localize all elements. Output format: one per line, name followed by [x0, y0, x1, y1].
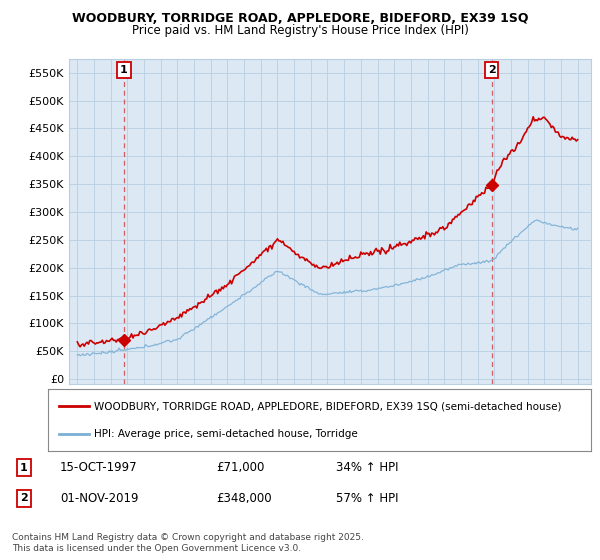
Text: 2: 2 — [488, 65, 496, 75]
Text: HPI: Average price, semi-detached house, Torridge: HPI: Average price, semi-detached house,… — [94, 428, 358, 438]
Text: WOODBURY, TORRIDGE ROAD, APPLEDORE, BIDEFORD, EX39 1SQ: WOODBURY, TORRIDGE ROAD, APPLEDORE, BIDE… — [72, 12, 528, 25]
Text: 2: 2 — [20, 493, 28, 503]
Text: £348,000: £348,000 — [216, 492, 272, 505]
Text: 1: 1 — [20, 463, 28, 473]
Text: 1: 1 — [120, 65, 128, 75]
Text: 01-NOV-2019: 01-NOV-2019 — [60, 492, 139, 505]
Text: Price paid vs. HM Land Registry's House Price Index (HPI): Price paid vs. HM Land Registry's House … — [131, 24, 469, 36]
Text: WOODBURY, TORRIDGE ROAD, APPLEDORE, BIDEFORD, EX39 1SQ (semi-detached house): WOODBURY, TORRIDGE ROAD, APPLEDORE, BIDE… — [94, 402, 562, 412]
Text: 57% ↑ HPI: 57% ↑ HPI — [336, 492, 398, 505]
Text: 34% ↑ HPI: 34% ↑ HPI — [336, 461, 398, 474]
Text: £71,000: £71,000 — [216, 461, 265, 474]
Text: Contains HM Land Registry data © Crown copyright and database right 2025.
This d: Contains HM Land Registry data © Crown c… — [12, 533, 364, 553]
Text: 15-OCT-1997: 15-OCT-1997 — [60, 461, 137, 474]
